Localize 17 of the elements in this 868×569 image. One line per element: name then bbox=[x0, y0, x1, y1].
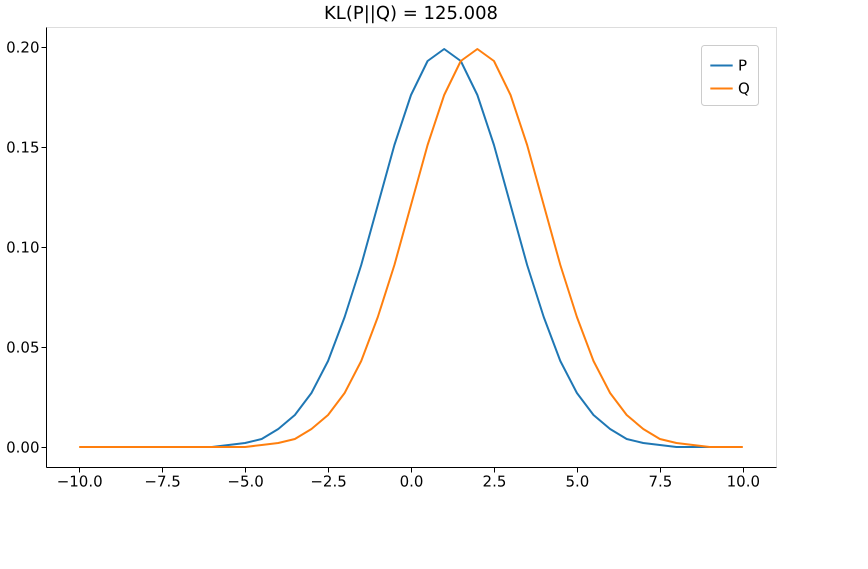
legend-label: Q bbox=[738, 80, 750, 98]
x-tick-label: −10.0 bbox=[56, 472, 103, 490]
y-tick-label: 0.15 bbox=[6, 138, 40, 156]
x-tick-label: −2.5 bbox=[310, 472, 347, 490]
chart-title: KL(P||Q) = 125.008 bbox=[324, 3, 498, 24]
y-tick-label: 0.20 bbox=[6, 38, 40, 56]
x-tick-label: 2.5 bbox=[482, 472, 506, 490]
x-tick-label: −7.5 bbox=[144, 472, 181, 490]
x-tick-label: −5.0 bbox=[227, 472, 264, 490]
x-tick-label: 5.0 bbox=[565, 472, 590, 490]
y-tick-label: 0.00 bbox=[6, 438, 40, 456]
y-tick-label: 0.05 bbox=[6, 338, 40, 356]
y-tick-label: 0.10 bbox=[6, 238, 40, 256]
x-tick-label: 10.0 bbox=[726, 472, 760, 490]
legend-label: P bbox=[738, 56, 748, 74]
x-tick-label: 7.5 bbox=[648, 472, 672, 490]
x-tick-label: 0.0 bbox=[400, 472, 424, 490]
